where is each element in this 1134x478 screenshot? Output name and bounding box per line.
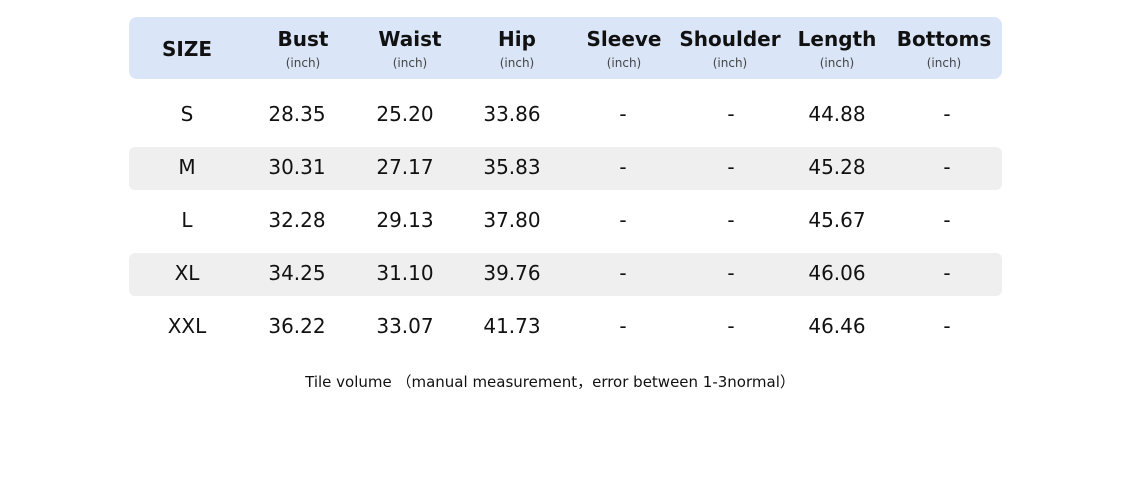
column-header: Waist	[378, 27, 442, 51]
table-cell: -	[619, 208, 627, 232]
table-cell: 31.10	[376, 261, 434, 285]
table-cell: -	[619, 102, 627, 126]
column-header: Bust	[277, 27, 329, 51]
column-unit: (inch)	[712, 56, 748, 70]
row-stripe	[129, 147, 1002, 190]
table-cell: -	[619, 261, 627, 285]
size-label: M	[178, 155, 196, 179]
table-cell: 45.28	[808, 155, 866, 179]
column-header: Length	[797, 27, 877, 51]
table-cell: 37.80	[483, 208, 541, 232]
table-cell: 36.22	[268, 314, 326, 338]
table-cell: 41.73	[483, 314, 541, 338]
measurement-note: Tile volume （manual measurement，error be…	[305, 373, 795, 391]
table-cell: 44.88	[808, 102, 866, 126]
table-cell: -	[943, 102, 951, 126]
table-cell: 27.17	[376, 155, 434, 179]
table-cell: 29.13	[376, 208, 434, 232]
table-cell: 28.35	[268, 102, 326, 126]
table-cell: -	[943, 261, 951, 285]
size-label: XXL	[167, 314, 207, 338]
table-header	[129, 17, 1002, 79]
table-cell: 46.46	[808, 314, 866, 338]
table-cell: 39.76	[483, 261, 541, 285]
table-cell: 33.86	[483, 102, 541, 126]
table-cell: -	[727, 155, 735, 179]
table-cell: 32.28	[268, 208, 326, 232]
column-unit: (inch)	[926, 56, 962, 70]
column-unit: (inch)	[819, 56, 855, 70]
column-unit: (inch)	[392, 56, 428, 70]
size-label: S	[180, 102, 194, 126]
size-label: L	[181, 208, 193, 232]
table-cell: 46.06	[808, 261, 866, 285]
table-cell: 35.83	[483, 155, 541, 179]
table-cell: -	[619, 314, 627, 338]
table-cell: -	[727, 261, 735, 285]
table-cell: 33.07	[376, 314, 434, 338]
table-cell: -	[943, 314, 951, 338]
table-cell: -	[619, 155, 627, 179]
column-unit: (inch)	[285, 56, 321, 70]
table-cell: 34.25	[268, 261, 326, 285]
table-cell: -	[727, 314, 735, 338]
table-cell: -	[943, 208, 951, 232]
row-stripe	[129, 253, 1002, 296]
column-header: Bottoms	[896, 27, 992, 51]
column-unit: (inch)	[606, 56, 642, 70]
column-header: Hip	[498, 27, 536, 51]
column-header: Sleeve	[586, 27, 662, 51]
table-cell: 45.67	[808, 208, 866, 232]
table-cell: 25.20	[376, 102, 434, 126]
table-cell: -	[727, 208, 735, 232]
table-cell: -	[727, 102, 735, 126]
size-label: XL	[174, 261, 200, 285]
table-cell: 30.31	[268, 155, 326, 179]
column-header: SIZE	[161, 37, 212, 61]
column-unit: (inch)	[499, 56, 535, 70]
table-cell: -	[943, 155, 951, 179]
column-header: Shoulder	[679, 27, 781, 51]
